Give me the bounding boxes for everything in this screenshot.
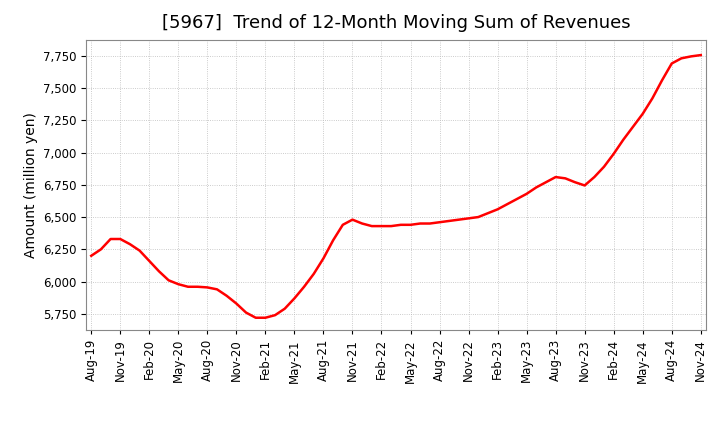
Title: [5967]  Trend of 12-Month Moving Sum of Revenues: [5967] Trend of 12-Month Moving Sum of R… [162, 15, 630, 33]
Y-axis label: Amount (million yen): Amount (million yen) [24, 112, 37, 258]
